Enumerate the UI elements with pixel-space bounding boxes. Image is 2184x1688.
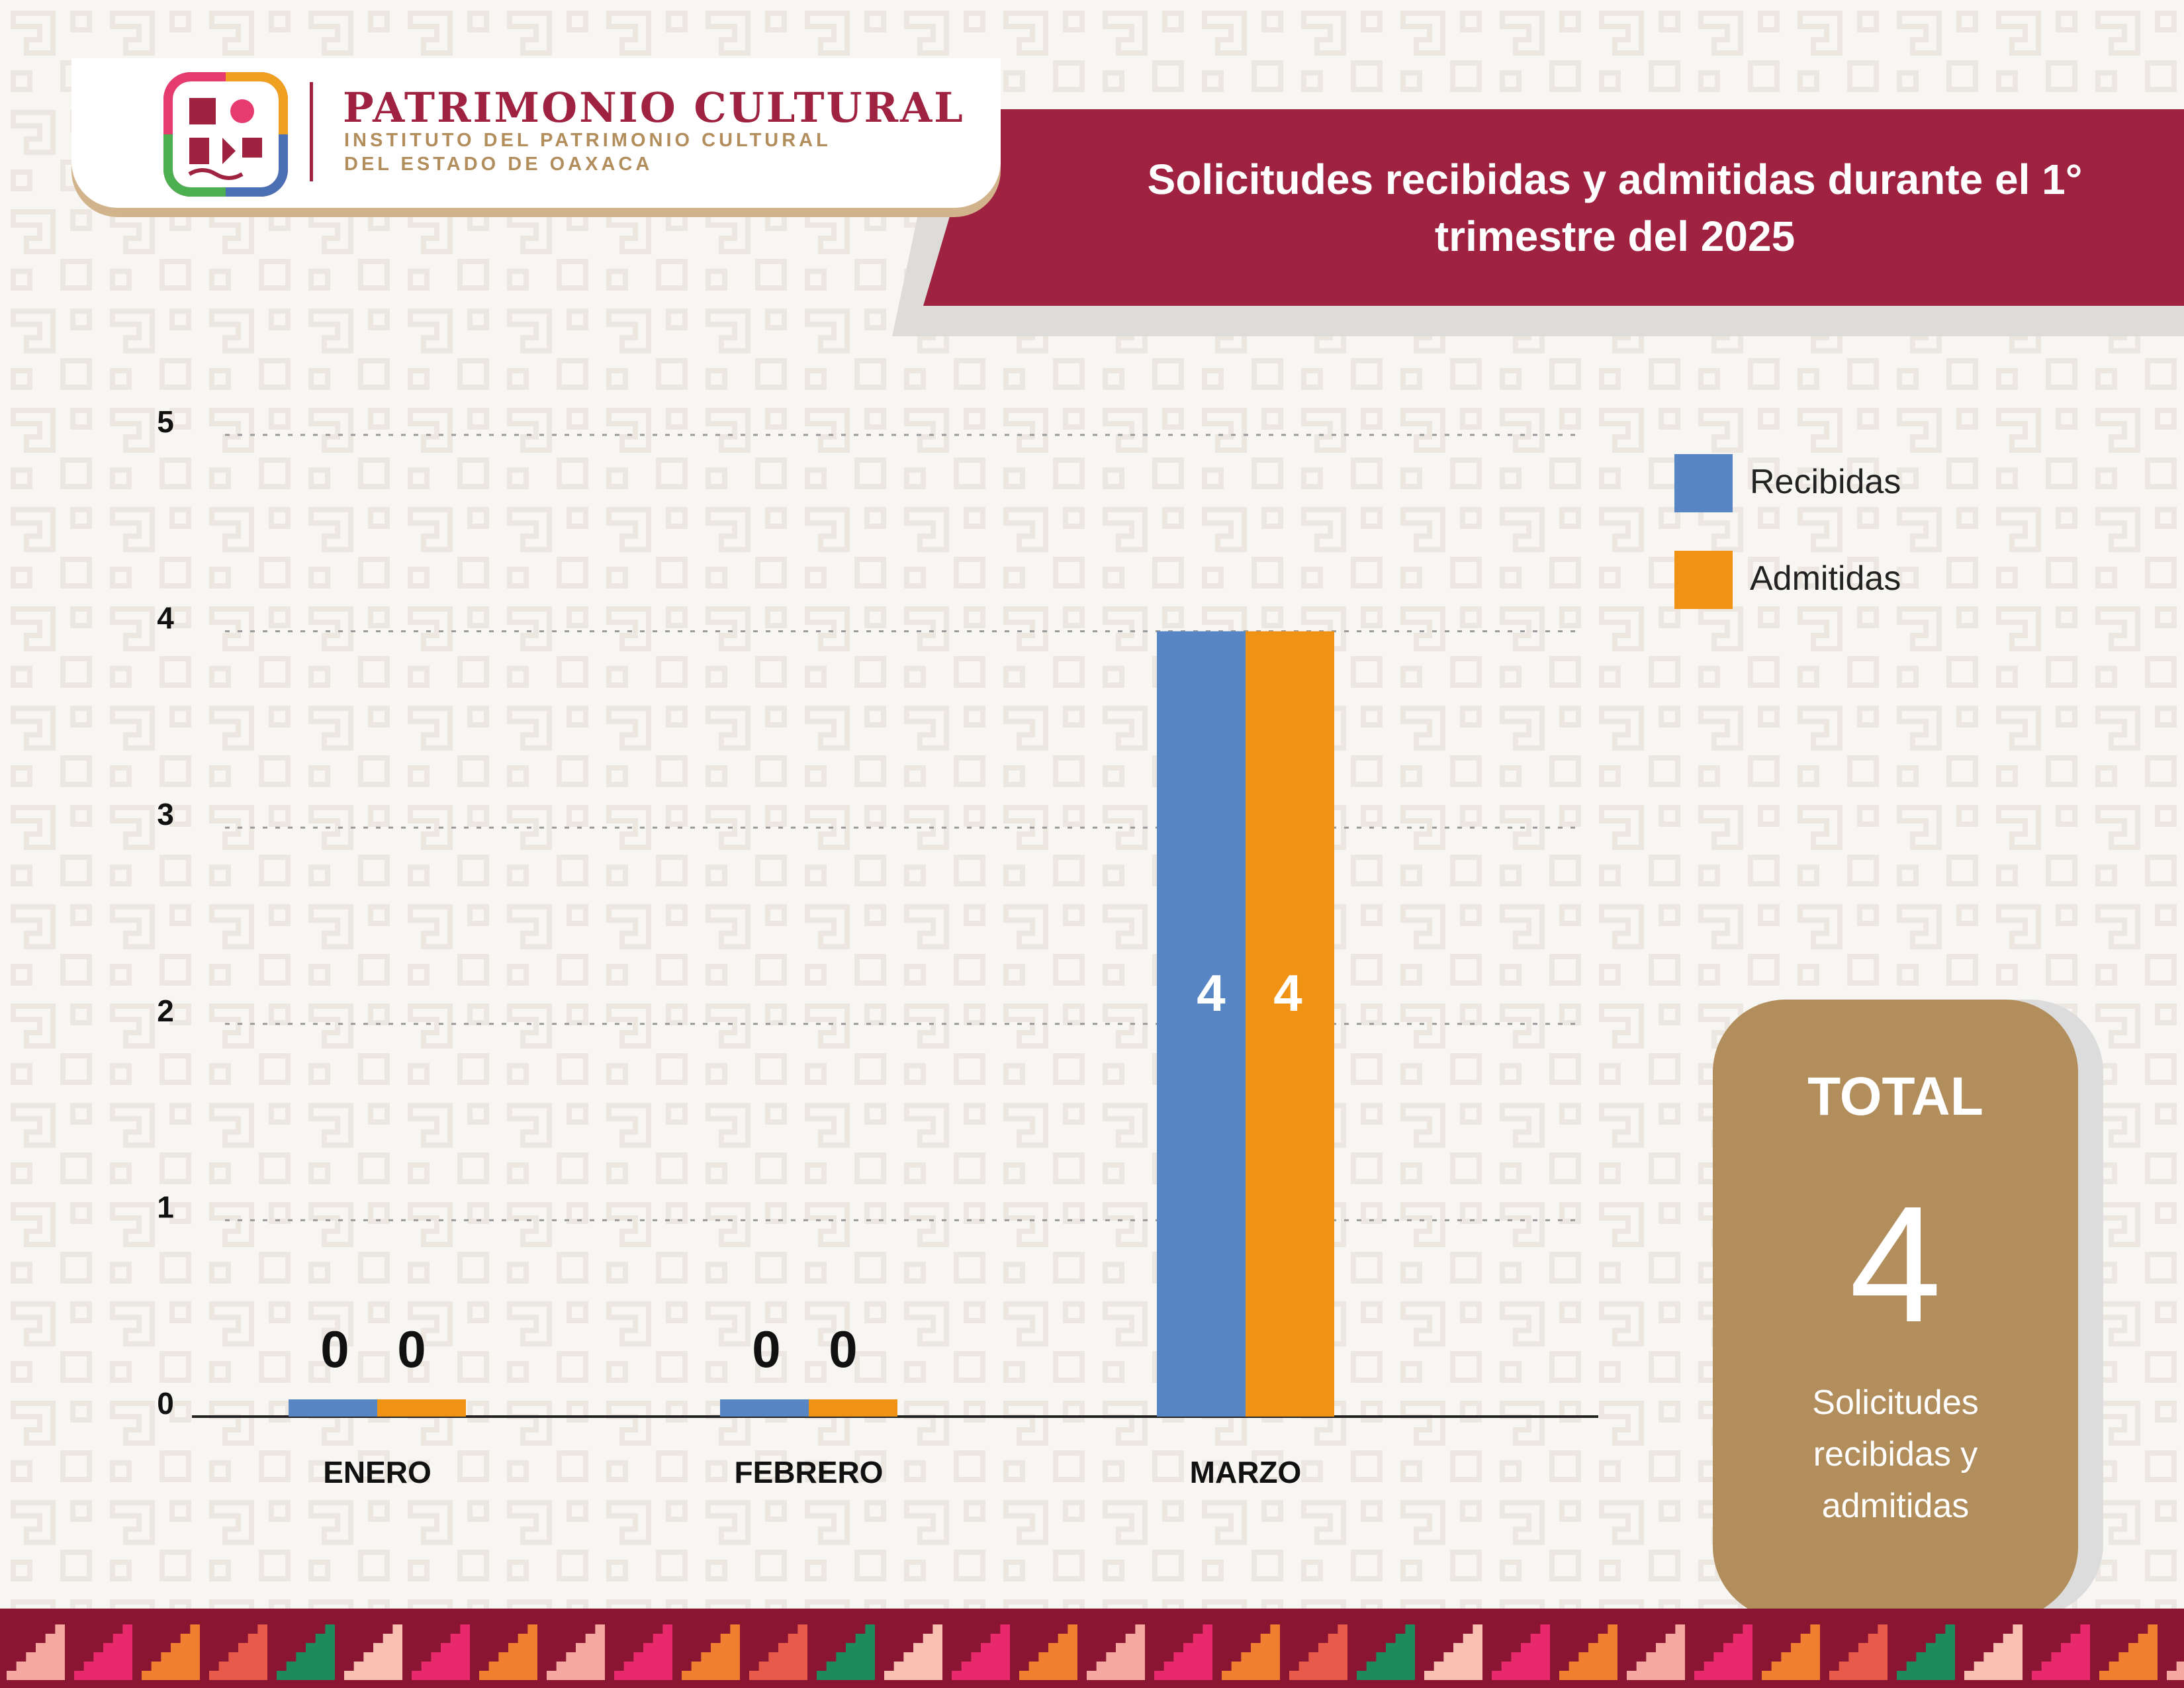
total-card: TOTAL 4 Solicitudes recibidas y admitida…: [1713, 1000, 2078, 1619]
bar-recibidas-marzo: [1157, 631, 1246, 1417]
data-label: 0: [829, 1320, 857, 1378]
logo-subtitle: DEL ESTADO DE OAXACA: [344, 154, 653, 175]
y-tick-label: 0: [157, 1386, 174, 1421]
bar-admitidas-enero: [377, 1399, 466, 1417]
legend-swatch: [1674, 551, 1733, 609]
logo-subtitle: INSTITUTO DEL PATRIMONIO CULTURAL: [344, 130, 831, 151]
y-tick-label: 2: [157, 994, 174, 1028]
institute-logo-icon: [163, 72, 288, 197]
logo-card: PATRIMONIO CULTURAL INSTITUTO DEL PATRIM…: [71, 58, 1001, 208]
bar-admitidas-marzo: [1246, 631, 1334, 1417]
textile-band: [0, 1609, 2184, 1688]
data-label: 0: [397, 1320, 426, 1378]
total-title: TOTAL: [1807, 1066, 1983, 1127]
legend-label: Recibidas: [1750, 463, 1901, 501]
bar-recibidas-enero: [289, 1399, 377, 1417]
x-tick-label: MARZO: [1190, 1455, 1302, 1489]
x-tick-label: ENERO: [323, 1455, 432, 1489]
y-tick-label: 5: [157, 404, 174, 439]
data-label: 4: [1273, 964, 1302, 1022]
total-value: 4: [1849, 1172, 1942, 1356]
bar-recibidas-febrero: [720, 1399, 809, 1417]
total-caption: Solicitudes recibidas y admitidas: [1812, 1383, 1979, 1525]
legend-swatch: [1674, 454, 1733, 512]
x-tick-label: FEBRERO: [735, 1455, 884, 1489]
logo-title: PATRIMONIO CULTURAL: [343, 83, 965, 132]
title-banner: [923, 109, 2184, 306]
data-label: 0: [320, 1320, 349, 1378]
chart-title: Solicitudes recibidas y admitidas durant…: [1147, 156, 2083, 260]
logo-divider: [310, 82, 313, 181]
data-label: 4: [1197, 964, 1225, 1022]
y-tick-label: 1: [157, 1190, 174, 1224]
bar-admitidas-febrero: [809, 1399, 897, 1417]
data-label: 0: [752, 1320, 780, 1378]
y-tick-label: 3: [157, 797, 174, 831]
legend-label: Admitidas: [1750, 559, 1901, 598]
y-tick-label: 4: [157, 601, 174, 635]
